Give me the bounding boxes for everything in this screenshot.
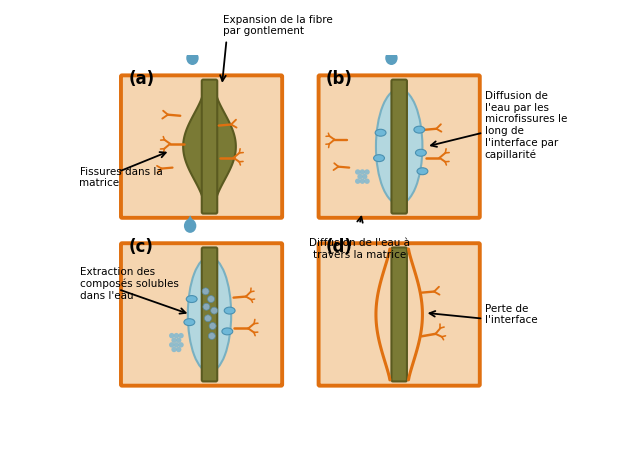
Ellipse shape [171,338,177,343]
Ellipse shape [186,51,198,65]
Ellipse shape [364,179,370,184]
Text: Perte de
l'interface: Perte de l'interface [485,304,537,325]
FancyBboxPatch shape [121,76,282,218]
Ellipse shape [360,169,365,174]
Ellipse shape [211,307,218,314]
Ellipse shape [209,322,216,329]
FancyBboxPatch shape [319,76,480,218]
Ellipse shape [178,333,184,338]
FancyBboxPatch shape [319,243,480,386]
FancyBboxPatch shape [121,243,282,386]
Ellipse shape [414,126,425,133]
Ellipse shape [376,89,422,204]
Ellipse shape [176,347,181,352]
Ellipse shape [355,169,361,174]
Ellipse shape [171,347,177,352]
FancyBboxPatch shape [202,80,218,213]
Text: (b): (b) [326,70,353,88]
FancyBboxPatch shape [391,80,407,213]
Ellipse shape [202,288,209,295]
Ellipse shape [186,295,197,303]
Ellipse shape [207,295,214,303]
FancyBboxPatch shape [391,247,407,382]
Ellipse shape [357,174,363,179]
Ellipse shape [417,168,428,174]
Ellipse shape [209,333,216,339]
Ellipse shape [360,179,365,184]
Ellipse shape [362,174,368,179]
Text: Expansion de la fibre
par gontlement: Expansion de la fibre par gontlement [223,15,333,37]
Ellipse shape [222,328,233,335]
Text: (c): (c) [128,238,153,256]
Ellipse shape [184,319,195,326]
Ellipse shape [355,179,361,184]
Text: Diffusion de
l'eau par les
microfissures le
long de
l'interface par
capillarité: Diffusion de l'eau par les microfissures… [485,91,567,160]
Ellipse shape [385,51,398,65]
Text: Extraction des
composés solubles
dans l'eau: Extraction des composés solubles dans l'… [80,267,178,300]
Ellipse shape [184,219,197,233]
Ellipse shape [203,303,210,310]
FancyBboxPatch shape [202,247,218,382]
Ellipse shape [176,338,181,343]
Ellipse shape [178,342,184,348]
Ellipse shape [415,149,426,156]
Polygon shape [187,48,198,58]
Ellipse shape [364,169,370,174]
Ellipse shape [225,307,235,314]
Polygon shape [183,92,236,202]
Ellipse shape [169,342,174,348]
Ellipse shape [174,333,179,338]
Polygon shape [184,215,196,225]
Text: (d): (d) [326,238,353,256]
Ellipse shape [204,315,211,322]
Polygon shape [386,48,397,58]
Ellipse shape [169,333,174,338]
Text: Diffusion de l'eau à
travers la matrice: Diffusion de l'eau à travers la matrice [309,238,410,260]
Ellipse shape [188,257,232,372]
Ellipse shape [375,129,386,136]
Text: Fissures dans la
matrice: Fissures dans la matrice [80,167,162,188]
Ellipse shape [373,155,385,162]
Text: (a): (a) [128,70,155,88]
Ellipse shape [174,342,179,348]
